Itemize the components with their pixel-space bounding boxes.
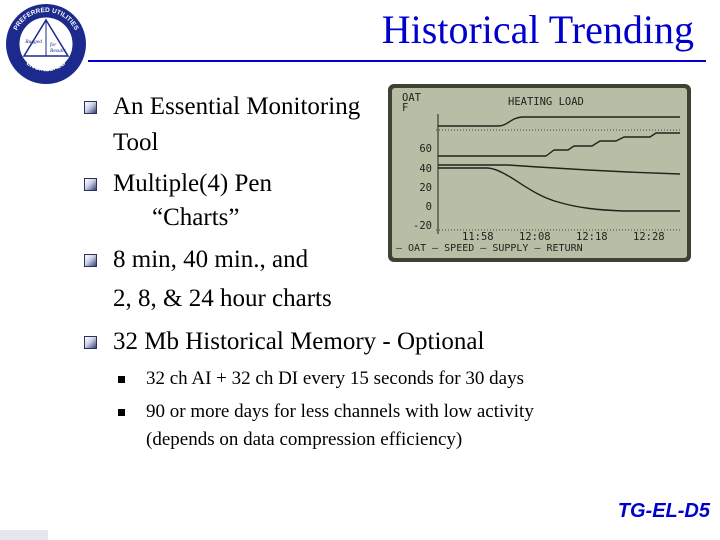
logo-center-line: for	[50, 41, 57, 48]
lcd-x-tick: 12:18	[576, 231, 608, 243]
sub-bullet-icon	[118, 409, 125, 416]
sub-bullet-text: 90 or more days for less channels with l…	[146, 401, 534, 422]
bullet-text: 32 Mb Historical Memory - Optional	[113, 328, 485, 355]
bullet-icon	[84, 336, 97, 349]
bullet-text: Tool	[113, 129, 159, 156]
lcd-y-tick: 60	[419, 143, 432, 155]
lcd-x-tick: 12:08	[519, 231, 551, 243]
logo-center-line: Rugged	[24, 39, 42, 45]
sub-bullet-text: 32 ch AI + 32 ch DI every 15 seconds for…	[146, 368, 524, 389]
bullet-text: 2, 8, & 24 hour charts	[113, 285, 332, 312]
lcd-axis-title: F	[402, 102, 408, 114]
lcd-axis-title: OAT	[402, 92, 422, 104]
company-logo: PREFERRED UTILITIES ENGINEERED Rugged fo…	[6, 4, 86, 84]
lcd-y-tick: 0	[426, 201, 432, 213]
lcd-trend-line	[438, 116, 680, 127]
footer-corner-strip	[0, 530, 48, 540]
slide-code: TG-EL-D5	[617, 500, 710, 522]
bullet-icon	[84, 178, 97, 191]
sub-bullet-text: (depends on data compression efficiency)	[146, 429, 463, 450]
bullet-text: Multiple(4) Pen	[113, 170, 273, 197]
lcd-y-tick: 20	[419, 182, 432, 194]
lcd-legend: — OAT — SPEED — SUPPLY — RETURN	[396, 243, 583, 254]
bullet-icon	[84, 101, 97, 114]
lcd-y-tick: -20	[413, 220, 432, 232]
lcd-chart-title: HEATING LOAD	[508, 96, 584, 108]
bullet-text: “Charts”	[152, 204, 240, 231]
lcd-x-tick: 12:28	[633, 231, 665, 243]
lcd-y-tick: 40	[419, 163, 432, 175]
lcd-background	[392, 88, 687, 258]
lcd-trend-line	[438, 167, 680, 212]
lcd-x-tick: 11:58	[462, 231, 494, 243]
lcd-trend-line	[438, 164, 681, 175]
sub-bullet-icon	[118, 376, 125, 383]
slide-title: Historical Trending	[381, 7, 694, 52]
lcd-trend-line	[438, 132, 680, 157]
logo-center-line: Results	[49, 48, 66, 54]
title-underline	[88, 60, 706, 62]
bullet-icon	[84, 254, 97, 267]
bullet-text: 8 min, 40 min., and	[113, 246, 309, 273]
bullet-text: An Essential Monitoring	[113, 93, 361, 120]
lcd-trend-screen: OAT F HEATING LOAD 60 40 20 0 -20 11:58 …	[388, 84, 691, 262]
